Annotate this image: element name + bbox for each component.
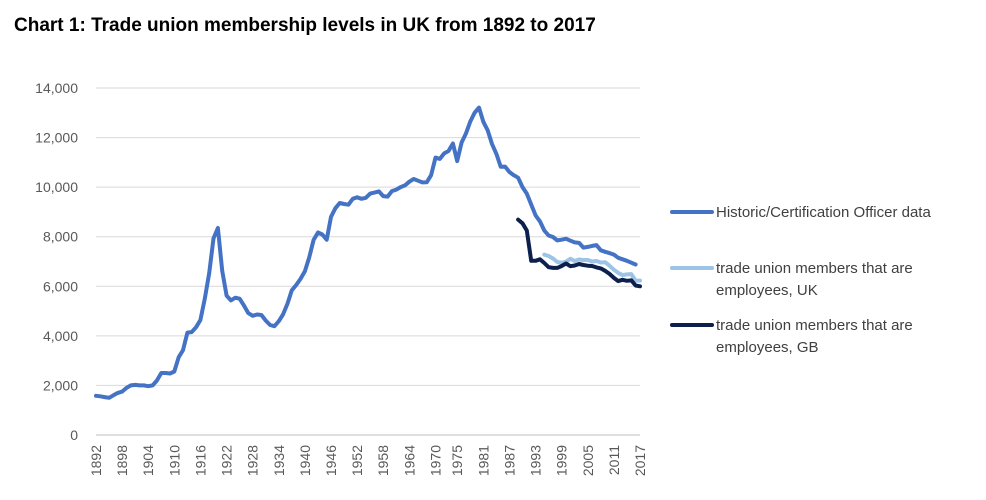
y-tick-label: 2,000 — [43, 377, 78, 393]
y-tick-label: 14,000 — [35, 80, 78, 96]
x-tick-label: 1946 — [323, 445, 339, 476]
x-tick-label: 1892 — [88, 445, 104, 476]
x-axis-tick-labels: 1892 1898 1904 1910 1916 1922 1928 1934 1940 1946… — [88, 445, 648, 476]
gridlines — [96, 87, 640, 386]
series-line-1 — [94, 105, 638, 400]
x-tick-label: 1975 — [449, 445, 465, 476]
x-tick-label: 1958 — [375, 445, 391, 476]
x-tick-label: 1910 — [166, 445, 182, 476]
x-tick-label: 1999 — [554, 445, 570, 476]
legend: Historic/Certification Officer data trade… — [670, 204, 931, 356]
x-tick-label: 2017 — [632, 445, 648, 476]
y-tick-label: 12,000 — [35, 130, 78, 146]
x-tick-label: 2011 — [606, 445, 622, 475]
y-tick-label: 10,000 — [35, 179, 78, 195]
x-tick-label: 1952 — [349, 445, 365, 476]
x-tick-label: 1928 — [245, 445, 261, 476]
x-tick-label: 1981 — [475, 445, 491, 476]
legend-label: trade union members that are employees, G… — [716, 317, 913, 356]
series-line-2 — [542, 252, 642, 283]
x-tick-label: 1898 — [114, 445, 130, 476]
y-tick-label: 0 — [70, 427, 78, 443]
x-tick-label: 1987 — [501, 445, 517, 476]
series-lines — [94, 105, 642, 400]
chart-title: Chart 1: Trade union membership levels i… — [14, 15, 596, 36]
y-tick-label: 8,000 — [43, 229, 78, 245]
x-tick-label: 1916 — [192, 445, 208, 476]
x-tick-label: 1922 — [219, 445, 235, 476]
x-tick-label: 2005 — [580, 445, 596, 476]
x-tick-label: 1964 — [401, 445, 417, 476]
series-line-3 — [516, 217, 642, 289]
x-tick-label: 1940 — [297, 445, 313, 476]
legend-label: trade union members that are employees, U… — [716, 260, 913, 299]
x-tick-label: 1970 — [427, 445, 443, 476]
x-tick-label: 1904 — [140, 445, 156, 476]
y-axis-tick-labels: 0 2,000 4,000 6,000 8,000 10,000 12,000 14,000 — [35, 80, 78, 443]
x-tick-label: 1993 — [528, 445, 544, 476]
legend-label: Historic/Certification Officer data — [716, 204, 931, 221]
y-tick-label: 6,000 — [43, 278, 78, 294]
y-tick-label: 4,000 — [43, 328, 78, 344]
x-tick-label: 1934 — [271, 445, 287, 476]
